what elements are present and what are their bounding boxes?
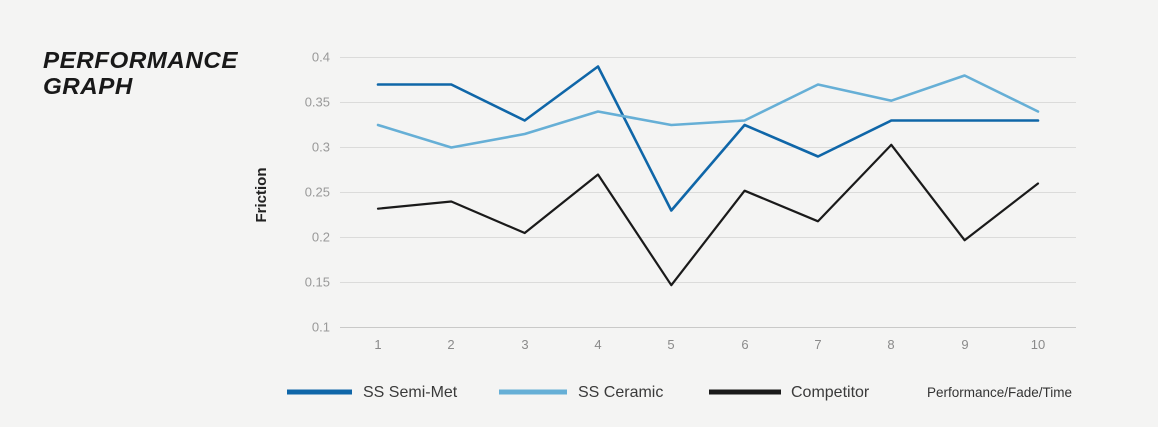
svg-text:7: 7 — [814, 337, 821, 352]
svg-text:0.3: 0.3 — [312, 140, 330, 155]
svg-text:1: 1 — [374, 337, 381, 352]
svg-text:2: 2 — [447, 337, 454, 352]
svg-text:0.25: 0.25 — [305, 185, 330, 200]
svg-text:10: 10 — [1031, 337, 1045, 352]
svg-text:0.35: 0.35 — [305, 95, 330, 110]
svg-text:0.2: 0.2 — [312, 230, 330, 245]
svg-text:9: 9 — [961, 337, 968, 352]
svg-text:3: 3 — [521, 337, 528, 352]
svg-text:SS Semi-Met: SS Semi-Met — [363, 384, 458, 401]
svg-text:Friction: Friction — [253, 168, 270, 223]
svg-text:6: 6 — [741, 337, 748, 352]
svg-text:Performance/Fade/Time: Performance/Fade/Time — [927, 385, 1072, 400]
svg-text:4: 4 — [594, 337, 601, 352]
svg-text:0.15: 0.15 — [305, 275, 330, 290]
svg-text:0.1: 0.1 — [312, 320, 330, 335]
svg-text:Competitor: Competitor — [791, 384, 870, 401]
svg-text:SS Ceramic: SS Ceramic — [578, 384, 663, 401]
svg-text:8: 8 — [887, 337, 894, 352]
svg-text:0.4: 0.4 — [312, 50, 330, 65]
svg-text:5: 5 — [667, 337, 674, 352]
